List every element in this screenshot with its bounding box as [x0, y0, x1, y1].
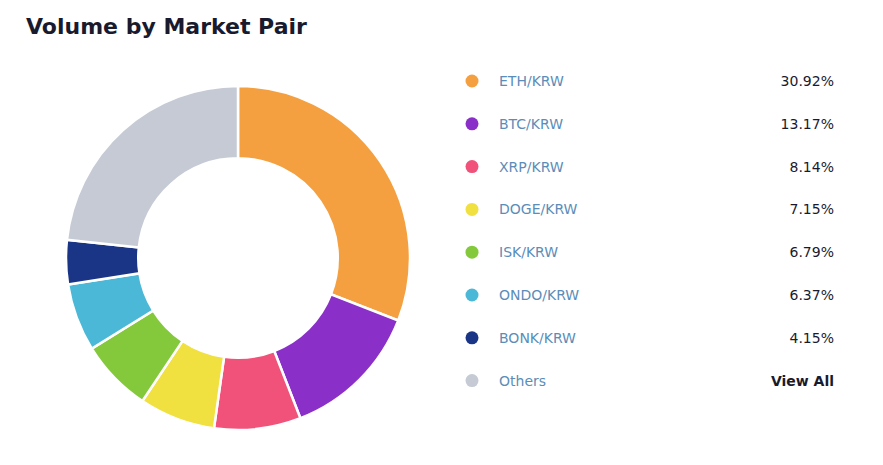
legend-marker — [466, 289, 479, 302]
legend-item: ONDO/KRW 6.37% — [466, 287, 835, 303]
title: Volume by Market Pair — [26, 14, 307, 39]
chart: Volume by Market Pair ETH/KRW 30.92% BTC/KR… — [0, 0, 883, 465]
legend-value: 30.92% — [781, 73, 834, 89]
legend-marker — [466, 75, 479, 88]
legend-value: 7.15% — [790, 201, 834, 217]
legend-label: DOGE/KRW — [499, 201, 578, 217]
legend-item: XRP/KRW 8.14% — [466, 159, 835, 175]
legend-label: XRP/KRW — [499, 159, 564, 175]
legend-marker — [466, 374, 479, 387]
slice — [214, 351, 300, 430]
legend-marker — [466, 160, 479, 173]
slice — [238, 86, 410, 321]
legend-label: ONDO/KRW — [499, 287, 579, 303]
legend-item: BONK/KRW 4.15% — [466, 330, 835, 346]
legend-value: 13.17% — [781, 116, 834, 132]
slice — [68, 273, 153, 348]
legend-marker — [466, 246, 479, 259]
legend: ETH/KRW 30.92% BTC/KRW 13.17% XRP/KRW 8.14% DO… — [466, 73, 835, 389]
legend-marker — [466, 117, 479, 130]
legend-item: BTC/KRW 13.17% — [466, 116, 835, 132]
legend-item: ETH/KRW 30.92% — [466, 73, 835, 89]
legend-value: View All — [771, 373, 834, 389]
legend-item: DOGE/KRW 7.15% — [466, 201, 835, 217]
slice — [67, 86, 238, 247]
legend-item: Others View All — [466, 373, 835, 389]
legend-value: 6.37% — [790, 287, 834, 303]
legend-value: 4.15% — [790, 330, 834, 346]
legend-label: BONK/KRW — [499, 330, 576, 346]
legend-value: 6.79% — [790, 244, 834, 260]
legend-marker — [466, 203, 479, 216]
donut — [66, 86, 410, 430]
legend-value: 8.14% — [790, 159, 834, 175]
legend-label: Others — [499, 373, 546, 389]
legend-label: ETH/KRW — [499, 73, 564, 89]
legend-item: ISK/KRW 6.79% — [466, 244, 835, 260]
legend-marker — [466, 331, 479, 344]
legend-label: BTC/KRW — [499, 116, 563, 132]
legend-label: ISK/KRW — [499, 244, 558, 260]
